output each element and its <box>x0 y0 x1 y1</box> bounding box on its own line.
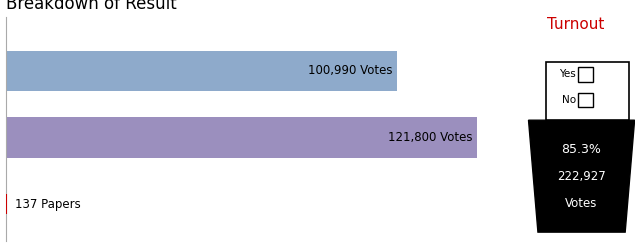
Bar <box>6 117 478 157</box>
FancyBboxPatch shape <box>578 93 594 107</box>
Bar <box>6 51 397 91</box>
Text: No: No <box>562 95 576 105</box>
Text: Breakdown of Result: Breakdown of Result <box>6 0 177 13</box>
Text: 100,990 Votes: 100,990 Votes <box>308 64 392 77</box>
FancyBboxPatch shape <box>546 62 629 120</box>
Text: Votes: Votes <box>565 197 598 210</box>
Text: Yes: Yes <box>559 69 576 79</box>
Text: 121,800 Votes: 121,800 Votes <box>388 131 472 144</box>
Text: 222,927: 222,927 <box>557 170 606 183</box>
Text: Turnout: Turnout <box>547 17 604 32</box>
Text: 85.3%: 85.3% <box>562 143 601 156</box>
FancyBboxPatch shape <box>578 67 594 82</box>
Text: 137 Papers: 137 Papers <box>15 198 81 211</box>
Polygon shape <box>529 120 635 232</box>
